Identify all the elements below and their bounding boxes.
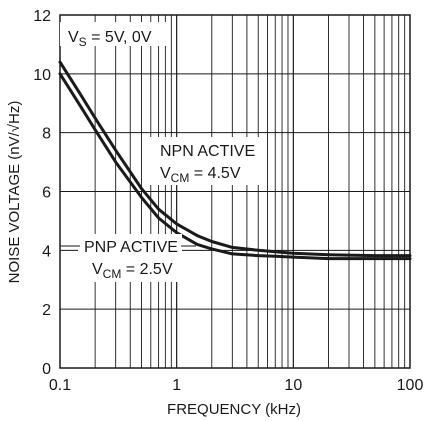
- y-tick-label: 2: [42, 302, 51, 319]
- npn-label-bg: [150, 137, 260, 185]
- y-tick-label: 8: [42, 126, 51, 143]
- x-tick-label: 0.1: [49, 377, 71, 394]
- grid: [60, 15, 410, 368]
- x-tick-label: 10: [284, 377, 302, 394]
- y-tick-label: 10: [33, 67, 51, 84]
- pnp-label-bg: [78, 234, 182, 282]
- pnp-series-label: PNP ACTIVE: [84, 239, 178, 256]
- pnp-series-line: [58, 72, 412, 261]
- condition-label-bg: [60, 22, 166, 46]
- y-tick-label: 4: [42, 243, 51, 260]
- y-tick-label: 12: [33, 8, 51, 25]
- tick-labels: 0.1 1 10 100 0 2 4 6 8 10 12: [33, 8, 423, 394]
- y-axis-title: NOISE VOLTAGE (nV/√Hz): [6, 101, 23, 284]
- x-tick-label: 1: [172, 377, 181, 394]
- y-tick-label: 0: [42, 361, 51, 378]
- npn-series-label: NPN ACTIVE: [160, 143, 255, 160]
- x-tick-label: 100: [397, 377, 424, 394]
- pnp-condition-label: VCM = 2.5V: [92, 261, 173, 281]
- series-group: [58, 60, 412, 261]
- npn-condition-label: VCM = 4.5V: [160, 165, 241, 185]
- npn-series-line: [58, 60, 412, 258]
- condition-label: VS = 5V, 0V: [68, 29, 152, 49]
- plot-frame: [59, 14, 411, 369]
- x-axis-title: FREQUENCY (kHz): [167, 401, 301, 418]
- y-tick-label: 6: [42, 185, 51, 202]
